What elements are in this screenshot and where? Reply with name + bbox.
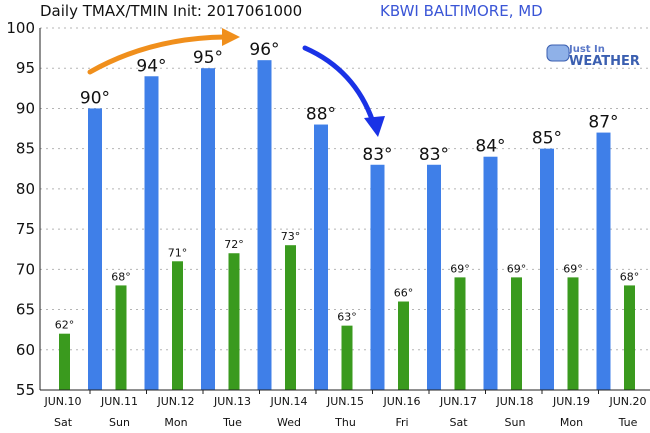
x-day-label: Sun bbox=[109, 416, 130, 429]
y-tick-label: 100 bbox=[6, 19, 35, 37]
x-date-label: JUN.11 bbox=[100, 395, 138, 408]
cooling-arrow-icon bbox=[302, 45, 376, 125]
tmax-data-label: 90° bbox=[80, 88, 110, 108]
tmin-bar bbox=[511, 277, 522, 390]
x-day-label: Sat bbox=[54, 416, 73, 429]
chart-title-right: KBWI BALTIMORE, MD bbox=[380, 2, 543, 20]
y-axis: 55 60 65 70 75 80 85 90 95 100 bbox=[6, 19, 41, 399]
tmax-bar bbox=[540, 148, 554, 390]
tmax-bar bbox=[314, 124, 328, 391]
just-in-weather-logo: Just In WEATHER bbox=[546, 44, 640, 69]
y-tick-label: 80 bbox=[16, 180, 35, 198]
tmax-bar bbox=[88, 108, 102, 390]
tmax-bar bbox=[483, 156, 498, 390]
tmin-data-label: 69° bbox=[450, 262, 470, 275]
warming-arrow-icon bbox=[87, 34, 228, 75]
tmin-bar bbox=[228, 253, 240, 390]
x-date-label: JUN.18 bbox=[495, 395, 533, 408]
tmin-bar bbox=[115, 285, 127, 390]
x-date-label: JUN.13 bbox=[213, 395, 251, 408]
logo-line1: Just In bbox=[568, 44, 605, 55]
x-axis: JUN.10 Sat JUN.11 Sun JUN.12 Mon JUN.13 Tue JUN.… bbox=[40, 389, 650, 429]
tmax-data-label: 84° bbox=[475, 137, 505, 157]
x-date-label: JUN.17 bbox=[439, 395, 477, 408]
tmax-bar bbox=[427, 164, 441, 390]
y-tick-label: 90 bbox=[16, 99, 35, 117]
x-date-label: JUN.15 bbox=[326, 395, 364, 408]
warming-arrowhead-icon bbox=[222, 28, 240, 46]
x-date-label: JUN.20 bbox=[608, 395, 646, 408]
tmin-data-label: 68° bbox=[111, 270, 131, 283]
bars bbox=[59, 60, 635, 391]
tmax-data-label: 87° bbox=[588, 113, 618, 133]
tmin-data-label: 68° bbox=[620, 270, 640, 283]
tmin-bar bbox=[398, 301, 409, 390]
y-tick-label: 70 bbox=[16, 260, 35, 278]
tmin-data-label: 66° bbox=[394, 287, 414, 300]
x-date-label: JUN.12 bbox=[156, 395, 194, 408]
x-day-label: Sun bbox=[505, 416, 526, 429]
tmin-bar bbox=[624, 285, 635, 390]
tmin-bar bbox=[172, 261, 183, 390]
trend-arrows bbox=[87, 28, 385, 137]
logo-cloud-icon bbox=[546, 44, 570, 62]
tmin-bar bbox=[285, 245, 296, 390]
logo-line2: WEATHER bbox=[569, 54, 640, 69]
tmin-data-label: 62° bbox=[55, 319, 75, 332]
tmin-data-label: 72° bbox=[224, 238, 244, 251]
tmax-data-label: 85° bbox=[532, 129, 562, 149]
x-date-label: JUN.14 bbox=[269, 395, 307, 408]
tmax-bar bbox=[257, 60, 272, 391]
tmax-data-label: 94° bbox=[136, 56, 166, 76]
tmax-bar bbox=[596, 132, 611, 391]
data-labels: 62° 90° 68° 94° 71° 95° 72° 96° 73° 88° 63° 83° 66° 8… bbox=[55, 40, 640, 332]
tmin-bar bbox=[59, 333, 70, 390]
tmax-data-label: 88° bbox=[306, 105, 336, 125]
x-day-label: Thu bbox=[334, 416, 356, 429]
x-date-label: JUN.10 bbox=[43, 395, 81, 408]
y-tick-label: 85 bbox=[16, 140, 35, 158]
tmin-data-label: 69° bbox=[507, 262, 527, 275]
x-date-label: JUN.19 bbox=[552, 395, 590, 408]
tmax-data-label: 83° bbox=[419, 145, 449, 165]
cooling-arrowhead-icon bbox=[364, 116, 385, 137]
x-day-label: Mon bbox=[164, 416, 187, 429]
x-day-label: Fri bbox=[395, 416, 408, 429]
y-tick-label: 55 bbox=[16, 381, 35, 399]
x-day-label: Wed bbox=[277, 416, 301, 429]
tmin-data-label: 71° bbox=[168, 246, 188, 259]
tmax-bar bbox=[201, 68, 215, 390]
y-tick-label: 95 bbox=[16, 59, 35, 77]
x-day-label: Tue bbox=[618, 416, 638, 429]
chart-title-left: Daily TMAX/TMIN Init: 2017061000 bbox=[40, 2, 302, 20]
y-tick-label: 75 bbox=[16, 220, 35, 238]
x-day-label: Sat bbox=[449, 416, 468, 429]
tmax-bar bbox=[370, 164, 385, 390]
tmax-data-label: 96° bbox=[249, 40, 279, 60]
tmin-bar bbox=[454, 277, 466, 390]
x-date-label: JUN.16 bbox=[382, 395, 420, 408]
tmin-bar bbox=[341, 325, 353, 390]
x-day-label: Tue bbox=[222, 416, 242, 429]
y-tick-label: 65 bbox=[16, 301, 35, 319]
tmin-bar bbox=[567, 277, 579, 390]
tmax-data-label: 83° bbox=[362, 145, 392, 165]
tmax-bar bbox=[144, 76, 159, 391]
x-day-label: Mon bbox=[560, 416, 583, 429]
tmax-data-label: 95° bbox=[193, 48, 223, 68]
tmin-data-label: 69° bbox=[563, 262, 583, 275]
tmin-data-label: 73° bbox=[281, 230, 301, 243]
y-tick-label: 60 bbox=[16, 341, 35, 359]
tmin-data-label: 63° bbox=[337, 311, 357, 324]
